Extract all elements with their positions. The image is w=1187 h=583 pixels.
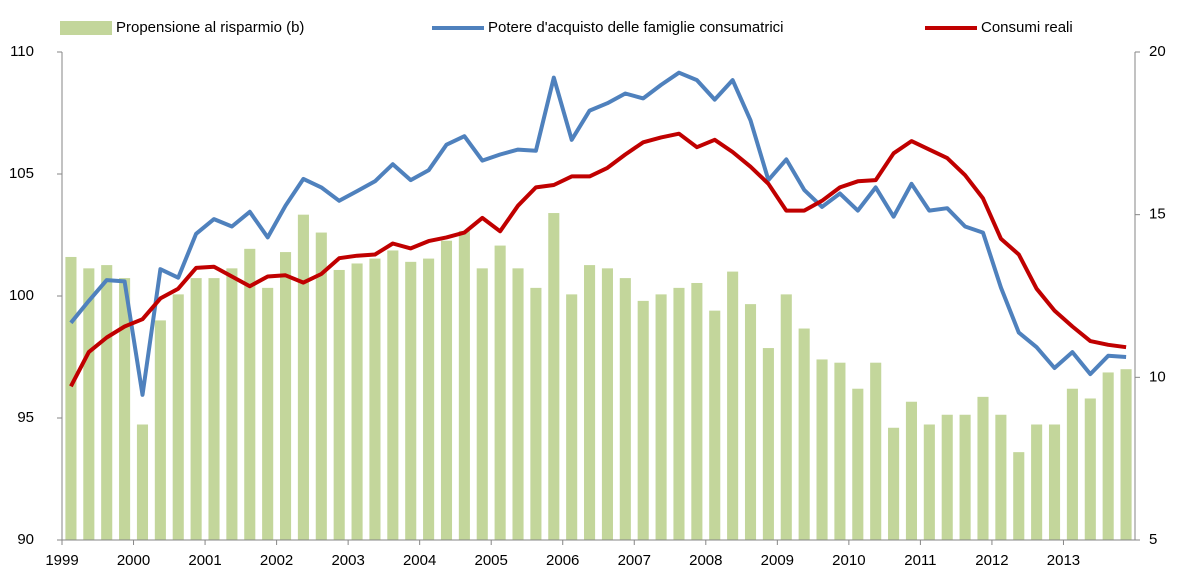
bar — [744, 304, 757, 540]
bar — [780, 294, 792, 540]
bar — [297, 214, 309, 540]
bar — [905, 401, 918, 540]
x-tick-label: 2013 — [1047, 552, 1080, 569]
bar — [226, 268, 238, 540]
x-tick-label: 2006 — [546, 552, 579, 569]
bar — [655, 294, 667, 540]
bar — [816, 359, 828, 540]
bar — [369, 258, 381, 540]
x-tick-label: 2005 — [475, 552, 508, 569]
x-tick-label: 2007 — [618, 552, 651, 569]
x-tick-label: 2001 — [188, 552, 221, 569]
bar — [566, 294, 578, 540]
bar — [387, 250, 399, 540]
bar — [154, 320, 166, 540]
bar — [315, 232, 327, 540]
x-tick-label: 2008 — [689, 552, 722, 569]
y-tick-label: 90 — [17, 531, 34, 548]
bar — [119, 278, 131, 540]
bar — [941, 414, 953, 540]
bar — [1048, 424, 1061, 540]
bar — [888, 427, 900, 540]
bar — [1066, 388, 1078, 540]
bar — [279, 252, 292, 540]
bar — [244, 248, 256, 540]
bar — [190, 278, 202, 540]
y-tick-label: 100 — [9, 287, 34, 304]
bar — [548, 213, 560, 541]
bar — [1084, 398, 1096, 540]
y2-tick-label: 20 — [1149, 43, 1166, 60]
x-tick-label: 2004 — [403, 552, 436, 569]
legend-label: Propensione al risparmio (b) — [116, 19, 304, 36]
y-tick-label: 95 — [17, 409, 34, 426]
bar — [333, 269, 345, 540]
bar — [727, 271, 739, 540]
bar — [530, 287, 542, 540]
legend-label: Consumi reali — [981, 19, 1073, 36]
x-tick-label: 2010 — [832, 552, 865, 569]
y2-tick-label: 10 — [1149, 368, 1166, 385]
bar — [762, 348, 774, 540]
y2-tick-label: 15 — [1149, 206, 1166, 223]
bar — [83, 268, 95, 540]
bar — [977, 396, 989, 540]
bar — [709, 310, 721, 540]
x-tick-label: 2009 — [761, 552, 794, 569]
bar — [494, 245, 506, 540]
y-tick-label: 105 — [9, 165, 34, 182]
x-tick-label: 2003 — [331, 552, 364, 569]
bar — [601, 268, 613, 540]
bar — [798, 328, 810, 540]
y2-tick-label: 5 — [1149, 531, 1157, 548]
x-tick-label: 2002 — [260, 552, 293, 569]
bar — [691, 282, 703, 540]
bar — [1120, 369, 1132, 540]
bar — [262, 287, 274, 540]
bar — [959, 414, 971, 540]
legend-swatch — [60, 21, 112, 35]
x-tick-label: 2012 — [975, 552, 1008, 569]
bar — [405, 261, 417, 540]
y-tick-label: 110 — [10, 43, 34, 60]
line-series — [69, 131, 1127, 388]
bar — [351, 263, 363, 540]
bar — [136, 424, 149, 540]
x-tick-label: 2011 — [904, 552, 936, 569]
bar — [458, 230, 470, 540]
bar — [208, 278, 220, 540]
bar — [637, 300, 649, 540]
bar — [673, 287, 685, 540]
legend-label: Potere d'acquisto delle famiglie consuma… — [488, 19, 784, 36]
bar — [440, 240, 453, 540]
bar — [1031, 424, 1043, 540]
bar — [923, 424, 935, 540]
bar — [172, 294, 184, 540]
bar — [512, 268, 524, 540]
bar — [995, 414, 1007, 540]
bar — [101, 265, 113, 540]
x-tick-label: 1999 — [45, 552, 78, 569]
bar — [65, 256, 77, 540]
bar — [584, 265, 596, 540]
x-tick-label: 2000 — [117, 552, 150, 569]
bar — [476, 268, 488, 540]
bar — [423, 258, 435, 540]
bar — [1102, 372, 1114, 540]
bar — [852, 388, 864, 540]
bar — [1013, 452, 1025, 540]
bar — [834, 362, 846, 540]
line-series — [69, 70, 1127, 397]
bar — [870, 362, 882, 540]
bar — [619, 278, 631, 540]
